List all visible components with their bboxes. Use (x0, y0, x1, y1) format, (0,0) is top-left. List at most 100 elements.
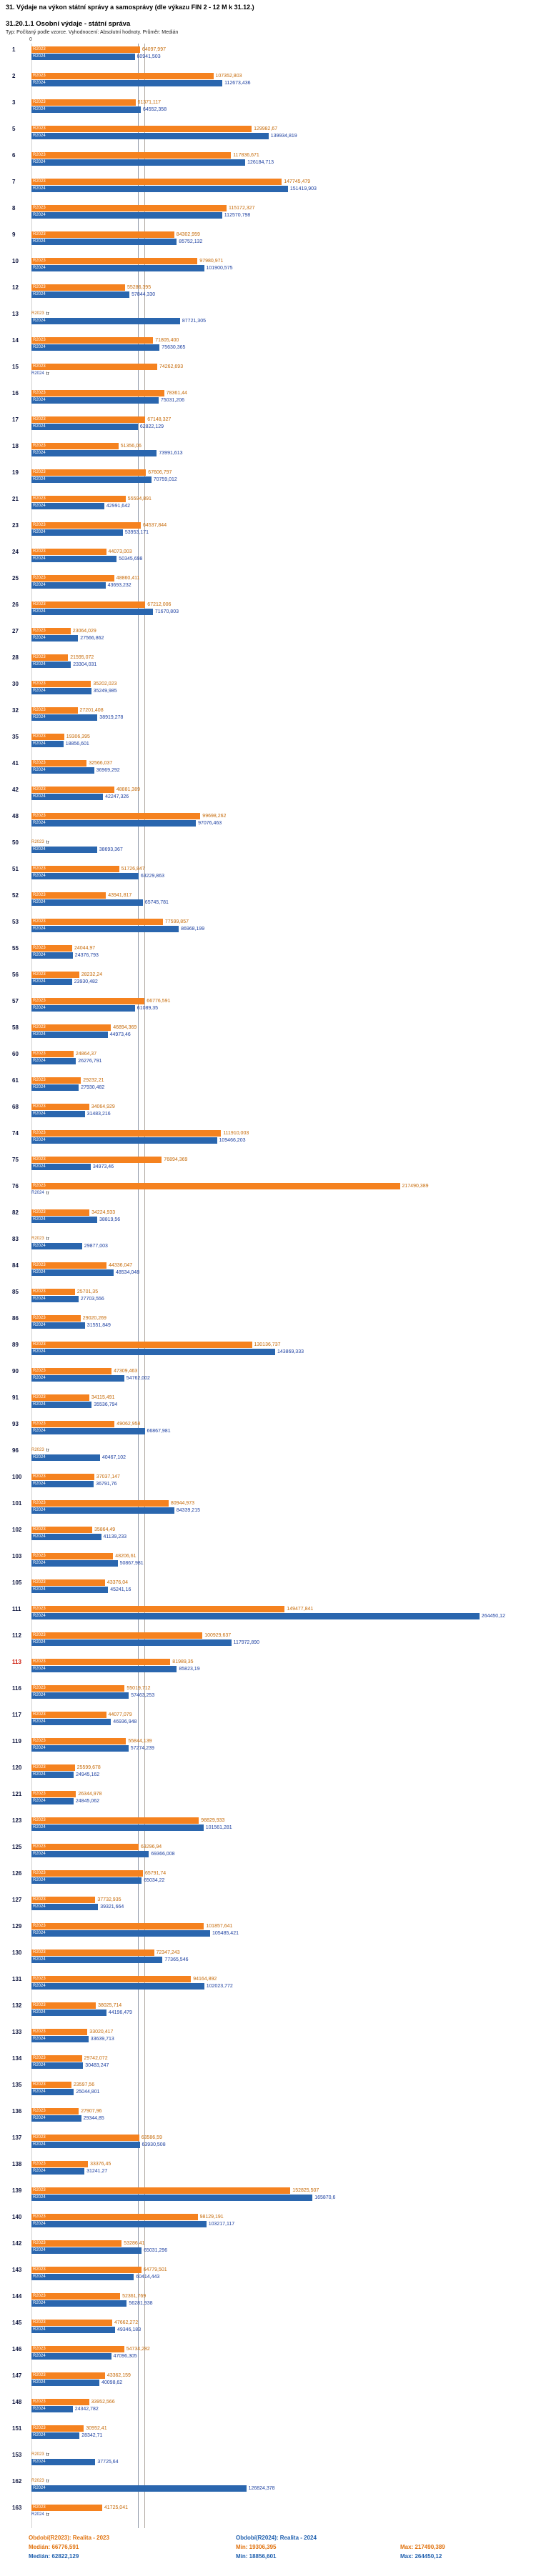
bar-r2023-row-16[interactable]: R2023 (31, 389, 164, 396)
bar-r2023-row-74[interactable]: R2023 (31, 1129, 222, 1137)
bar-r2024-row-61[interactable]: R2024 (31, 1084, 79, 1091)
bar-r2024-row-162[interactable]: R2024 (31, 2485, 247, 2492)
bar-r2023-row-30[interactable]: R2023 (31, 680, 91, 687)
bar-r2024-row-52[interactable]: R2024 (31, 899, 143, 906)
bar-r2024-row-105[interactable]: R2024 (31, 1586, 109, 1593)
bar-r2024-row-136[interactable]: R2024 (31, 2115, 81, 2122)
bar-r2024-row-84[interactable]: R2024 (31, 1269, 114, 1276)
bar-r2023-row-117[interactable]: R2023 (31, 1711, 106, 1718)
bar-r2023-row-56[interactable]: R2023 (31, 971, 79, 978)
bar-r2023-row-53[interactable]: R2023 (31, 918, 163, 925)
bar-r2024-row-131[interactable]: R2024 (31, 1982, 204, 1990)
bar-r2024-row-60[interactable]: R2024 (31, 1057, 76, 1064)
bar-r2024-row-93[interactable]: R2024 (31, 1427, 145, 1434)
bar-r2023-row-133[interactable]: R2023 (31, 2028, 88, 2035)
bar-r2023-row-113[interactable]: R2023 (31, 1658, 171, 1665)
bar-r2024-row-111[interactable]: R2024 (31, 1612, 480, 1619)
bar-r2024-row-137[interactable]: R2024 (31, 2141, 140, 2148)
bar-r2023-row-123[interactable]: R2023 (31, 1817, 199, 1824)
bar-r2024-row-35[interactable]: R2024 (31, 740, 64, 747)
bar-r2024-row-82[interactable]: R2024 (31, 1216, 97, 1223)
bar-r2023-row-120[interactable]: R2023 (31, 1764, 75, 1771)
bar-r2024-row-13[interactable]: R2024 (31, 317, 180, 324)
bar-r2023-row-1[interactable]: R2023 (31, 46, 140, 53)
bar-r2023-row-5[interactable]: R2023 (31, 125, 252, 132)
bar-r2023-row-2[interactable]: R2023 (31, 72, 214, 79)
bar-r2024-row-17[interactable]: R2024 (31, 423, 138, 430)
bar-r2023-row-51[interactable]: R2023 (31, 865, 119, 872)
bar-r2024-row-56[interactable]: R2024 (31, 978, 72, 985)
bar-r2023-row-26[interactable]: R2023 (31, 601, 146, 608)
bar-r2024-row-28[interactable]: R2024 (31, 661, 71, 668)
bar-r2023-row-91[interactable]: R2023 (31, 1394, 89, 1401)
bar-r2023-row-3[interactable]: R2023 (31, 99, 136, 106)
bar-r2023-row-24[interactable]: R2023 (31, 548, 106, 555)
bar-r2024-row-96[interactable]: R2024 (31, 1454, 100, 1461)
bar-r2023-row-119[interactable]: R2023 (31, 1737, 126, 1744)
bar-r2023-row-41[interactable]: R2023 (31, 759, 87, 767)
bar-r2023-row-82[interactable]: R2023 (31, 1209, 90, 1216)
bar-r2023-row-121[interactable]: R2023 (31, 1790, 76, 1797)
bar-r2023-row-15[interactable]: R2023 (31, 363, 157, 370)
bar-r2023-row-23[interactable]: R2023 (31, 521, 141, 529)
bar-r2023-row-12[interactable]: R2023 (31, 284, 125, 291)
bar-r2024-row-32[interactable]: R2024 (31, 714, 98, 721)
bar-r2023-row-61[interactable]: R2023 (31, 1077, 81, 1084)
bar-r2024-row-8[interactable]: R2024 (31, 211, 222, 219)
bar-r2023-row-138[interactable]: R2023 (31, 2160, 89, 2167)
bar-r2023-row-139[interactable]: R2023 (31, 2187, 291, 2194)
bar-r2024-row-146[interactable]: R2024 (31, 2352, 111, 2360)
bar-r2024-row-74[interactable]: R2024 (31, 1137, 217, 1144)
bar-r2023-row-28[interactable]: R2023 (31, 654, 69, 661)
bar-r2023-row-85[interactable]: R2023 (31, 1288, 75, 1295)
bar-r2024-row-91[interactable]: R2024 (31, 1401, 92, 1408)
bar-r2024-row-126[interactable]: R2024 (31, 1877, 142, 1884)
bar-r2024-row-10[interactable]: R2024 (31, 264, 204, 271)
bar-r2024-row-75[interactable]: R2024 (31, 1163, 91, 1170)
bar-r2024-row-140[interactable]: R2024 (31, 2220, 207, 2227)
bar-r2023-row-111[interactable]: R2023 (31, 1605, 285, 1612)
bar-r2024-row-6[interactable]: R2024 (31, 159, 246, 166)
bar-r2023-row-55[interactable]: R2023 (31, 944, 72, 952)
bar-r2023-row-48[interactable]: R2023 (31, 812, 201, 819)
bar-r2024-row-113[interactable]: R2024 (31, 1665, 177, 1672)
bar-r2023-row-68[interactable]: R2023 (31, 1103, 89, 1110)
bar-r2023-row-136[interactable]: R2023 (31, 2107, 79, 2115)
bar-r2023-row-93[interactable]: R2023 (31, 1420, 115, 1427)
bar-r2023-row-102[interactable]: R2023 (31, 1526, 92, 1533)
bar-r2023-row-17[interactable]: R2023 (31, 416, 146, 423)
bar-r2024-row-68[interactable]: R2024 (31, 1110, 85, 1117)
bar-r2024-row-132[interactable]: R2024 (31, 2009, 106, 2016)
bar-r2024-row-153[interactable]: R2024 (31, 2458, 96, 2465)
bar-r2023-row-137[interactable]: R2023 (31, 2134, 139, 2141)
bar-r2023-row-90[interactable]: R2023 (31, 1367, 112, 1374)
bar-r2024-row-145[interactable]: R2024 (31, 2326, 115, 2333)
bar-r2024-row-41[interactable]: R2024 (31, 767, 94, 774)
bar-r2023-row-130[interactable]: R2023 (31, 1949, 154, 1956)
bar-r2023-row-103[interactable]: R2023 (31, 1552, 114, 1559)
bar-r2023-row-52[interactable]: R2023 (31, 892, 106, 899)
bar-r2024-row-42[interactable]: R2024 (31, 793, 104, 800)
bar-r2023-row-75[interactable]: R2023 (31, 1156, 162, 1163)
bar-r2023-row-147[interactable]: R2023 (31, 2372, 105, 2379)
bar-r2023-row-32[interactable]: R2023 (31, 707, 78, 714)
bar-r2023-row-112[interactable]: R2023 (31, 1632, 203, 1639)
bar-r2024-row-147[interactable]: R2024 (31, 2379, 99, 2386)
bar-r2023-row-126[interactable]: R2023 (31, 1869, 143, 1877)
bar-r2023-row-116[interactable]: R2023 (31, 1684, 125, 1692)
bar-r2024-row-89[interactable]: R2024 (31, 1348, 275, 1355)
bar-r2024-row-57[interactable]: R2024 (31, 1004, 135, 1012)
bar-r2023-row-134[interactable]: R2023 (31, 2055, 82, 2062)
bar-r2024-row-127[interactable]: R2024 (31, 1903, 99, 1910)
bar-r2023-row-42[interactable]: R2023 (31, 786, 114, 793)
bar-r2024-row-23[interactable]: R2024 (31, 529, 123, 536)
bar-r2023-row-6[interactable]: R2023 (31, 151, 232, 159)
bar-r2023-row-7[interactable]: R2023 (31, 178, 282, 185)
bar-r2024-row-12[interactable]: R2024 (31, 291, 130, 298)
bar-r2024-row-90[interactable]: R2024 (31, 1374, 124, 1382)
bar-r2024-row-121[interactable]: R2024 (31, 1797, 74, 1804)
bar-r2024-row-5[interactable]: R2024 (31, 132, 269, 139)
bar-r2024-row-135[interactable]: R2024 (31, 2088, 74, 2095)
bar-r2023-row-35[interactable]: R2023 (31, 733, 64, 740)
bar-r2024-row-125[interactable]: R2024 (31, 1850, 149, 1857)
